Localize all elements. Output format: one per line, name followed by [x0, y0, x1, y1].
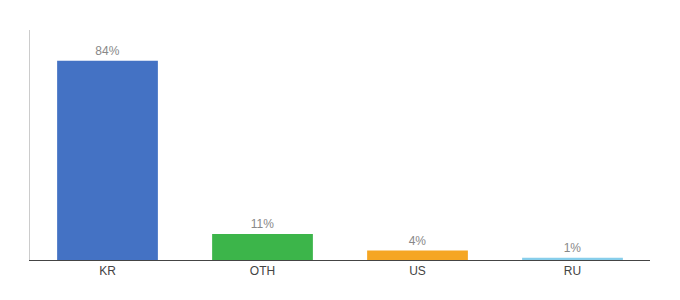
svg-text:US: US: [409, 264, 426, 278]
svg-text:RU: RU: [564, 264, 581, 278]
svg-text:11%: 11%: [251, 217, 274, 231]
svg-text:1%: 1%: [564, 241, 582, 255]
svg-text:KR: KR: [99, 264, 116, 278]
svg-text:84%: 84%: [95, 44, 119, 58]
svg-text:OTH: OTH: [250, 264, 275, 278]
svg-text:4%: 4%: [409, 234, 427, 248]
